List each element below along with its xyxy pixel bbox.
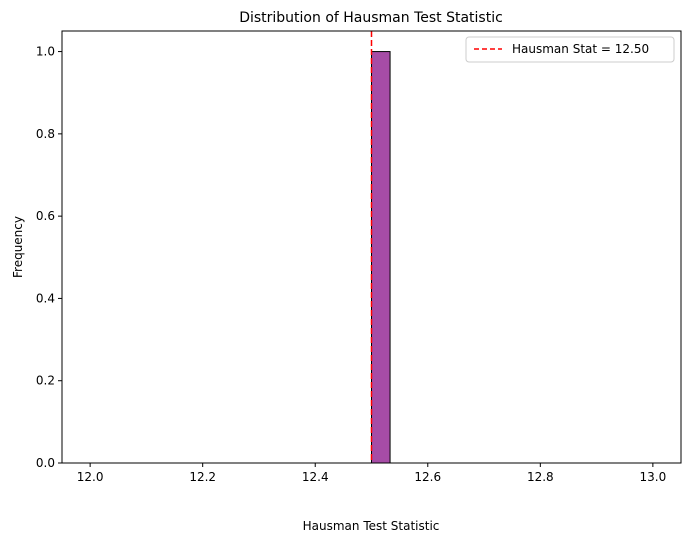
x-tick-label: 12.8	[527, 470, 554, 484]
x-tick-label: 12.0	[77, 470, 104, 484]
x-axis-label: Hausman Test Statistic	[303, 519, 440, 533]
y-tick-label: 0.4	[36, 291, 55, 305]
y-axis-label: Frequency	[11, 216, 25, 278]
x-tick-label: 12.2	[189, 470, 216, 484]
plot-area	[370, 31, 391, 464]
y-tick-label: 1.0	[36, 45, 55, 59]
legend: Hausman Stat = 12.50	[465, 36, 675, 63]
y-tick-label: 0.2	[36, 374, 55, 388]
plot-frame	[61, 30, 682, 464]
y-axis: 0.0 0.2 0.4 0.6 0.8 1.0	[36, 45, 62, 470]
x-tick-label: 12.4	[302, 470, 329, 484]
chart-title: Distribution of Hausman Test Statistic	[239, 10, 503, 26]
x-tick-label: 13.0	[640, 470, 667, 484]
x-tick-label: 12.6	[414, 470, 441, 484]
x-axis: 12.0 12.2 12.4 12.6 12.8 13.0	[77, 463, 666, 484]
histogram-bar	[371, 51, 391, 464]
legend-box	[465, 36, 675, 63]
y-tick-label: 0.0	[36, 456, 55, 470]
legend-label: Hausman Stat = 12.50	[512, 42, 649, 56]
y-tick-label: 0.6	[36, 209, 55, 223]
y-tick-label: 0.8	[36, 127, 55, 141]
